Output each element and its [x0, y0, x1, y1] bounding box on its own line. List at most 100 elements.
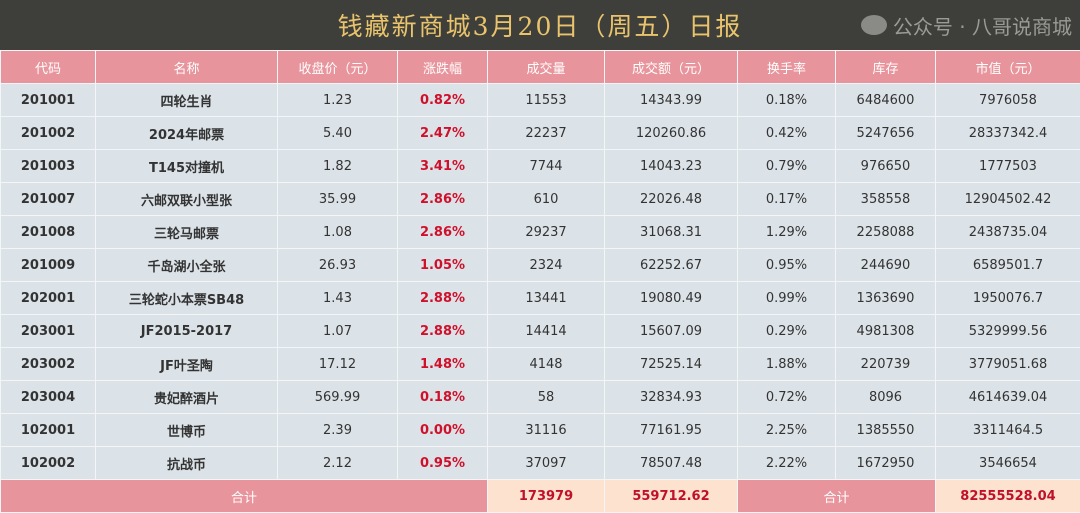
header-row: 代码名称收盘价（元）涨跌幅成交量成交额（元）换手率库存市值（元） — [1, 51, 1080, 84]
cell-volume: 14414 — [488, 315, 605, 348]
cell-market-value: 1777503 — [936, 150, 1080, 183]
cell-name: T145对撞机 — [96, 150, 278, 183]
cell-volume: 37097 — [488, 447, 605, 480]
cell-close-price: 2.39 — [278, 414, 398, 447]
cell-name: 三轮蛇小本票SB48 — [96, 282, 278, 315]
cell-market-value: 3311464.5 — [936, 414, 1080, 447]
cell-market-value: 6589501.7 — [936, 249, 1080, 282]
total-amount: 559712.62 — [605, 480, 738, 513]
cell-amount: 62252.67 — [605, 249, 738, 282]
cell-turnover: 1.29% — [738, 216, 836, 249]
cell-close-price: 26.93 — [278, 249, 398, 282]
column-header-stock: 库存 — [836, 51, 936, 84]
cell-volume: 610 — [488, 183, 605, 216]
cell-market-value: 2438735.04 — [936, 216, 1080, 249]
column-header-volume: 成交量 — [488, 51, 605, 84]
cell-change: 1.48% — [398, 348, 488, 381]
cell-volume: 31116 — [488, 414, 605, 447]
cell-market-value: 12904502.42 — [936, 183, 1080, 216]
cell-name: JF2015-2017 — [96, 315, 278, 348]
cell-market-value: 7976058 — [936, 84, 1080, 117]
cell-volume: 2324 — [488, 249, 605, 282]
cell-code: 201008 — [1, 216, 96, 249]
total-label-2: 合计 — [738, 480, 936, 513]
cell-amount: 32834.93 — [605, 381, 738, 414]
cell-name: 抗战币 — [96, 447, 278, 480]
cell-code: 201003 — [1, 150, 96, 183]
column-header-name: 名称 — [96, 51, 278, 84]
cell-turnover: 0.72% — [738, 381, 836, 414]
cell-turnover: 0.79% — [738, 150, 836, 183]
column-header-change: 涨跌幅 — [398, 51, 488, 84]
cell-change: 0.00% — [398, 414, 488, 447]
cell-code: 102002 — [1, 447, 96, 480]
cell-change: 0.95% — [398, 447, 488, 480]
cell-name: 三轮马邮票 — [96, 216, 278, 249]
cell-stock: 5247656 — [836, 117, 936, 150]
cell-turnover: 0.42% — [738, 117, 836, 150]
cell-code: 201001 — [1, 84, 96, 117]
cell-name: 六邮双联小型张 — [96, 183, 278, 216]
cell-volume: 58 — [488, 381, 605, 414]
cell-market-value: 1950076.7 — [936, 282, 1080, 315]
cell-code: 202001 — [1, 282, 96, 315]
cell-volume: 13441 — [488, 282, 605, 315]
cell-turnover: 2.22% — [738, 447, 836, 480]
cell-close-price: 569.99 — [278, 381, 398, 414]
cell-change: 0.18% — [398, 381, 488, 414]
cell-name: 贵妃醉酒片 — [96, 381, 278, 414]
cell-stock: 1385550 — [836, 414, 936, 447]
cell-code: 203004 — [1, 381, 96, 414]
total-market-value: 82555528.04 — [936, 480, 1080, 513]
cell-amount: 120260.86 — [605, 117, 738, 150]
cell-close-price: 2.12 — [278, 447, 398, 480]
cell-close-price: 1.82 — [278, 150, 398, 183]
cell-market-value: 4614639.04 — [936, 381, 1080, 414]
cell-amount: 78507.48 — [605, 447, 738, 480]
cell-turnover: 2.25% — [738, 414, 836, 447]
cell-market-value: 3546654 — [936, 447, 1080, 480]
cell-amount: 31068.31 — [605, 216, 738, 249]
cell-change: 2.88% — [398, 282, 488, 315]
cell-change: 0.82% — [398, 84, 488, 117]
cell-volume: 7744 — [488, 150, 605, 183]
cell-stock: 4981308 — [836, 315, 936, 348]
cell-stock: 976650 — [836, 150, 936, 183]
column-header-close-price: 收盘价（元） — [278, 51, 398, 84]
cell-close-price: 1.08 — [278, 216, 398, 249]
cell-volume: 29237 — [488, 216, 605, 249]
cell-stock: 8096 — [836, 381, 936, 414]
cell-close-price: 1.43 — [278, 282, 398, 315]
cell-volume: 22237 — [488, 117, 605, 150]
column-header-amount: 成交额（元） — [605, 51, 738, 84]
cell-change: 2.47% — [398, 117, 488, 150]
cell-stock: 220739 — [836, 348, 936, 381]
cell-change: 3.41% — [398, 150, 488, 183]
column-header-market-value: 市值（元） — [936, 51, 1080, 84]
cell-name: 2024年邮票 — [96, 117, 278, 150]
cell-name: JF叶圣陶 — [96, 348, 278, 381]
cell-turnover: 1.88% — [738, 348, 836, 381]
watermark: 公众号 · 八哥说商城 — [861, 9, 1072, 41]
cell-code: 203001 — [1, 315, 96, 348]
cell-change: 2.86% — [398, 216, 488, 249]
column-header-code: 代码 — [1, 51, 96, 84]
cell-volume: 11553 — [488, 84, 605, 117]
cell-amount: 15607.09 — [605, 315, 738, 348]
cell-amount: 14043.23 — [605, 150, 738, 183]
cell-name: 千岛湖小全张 — [96, 249, 278, 282]
cell-amount: 19080.49 — [605, 282, 738, 315]
cell-code: 102001 — [1, 414, 96, 447]
cell-market-value: 3779051.68 — [936, 348, 1080, 381]
cell-close-price: 35.99 — [278, 183, 398, 216]
total-row: 合计 173979 559712.62 合计 82555528.04 — [1, 480, 1080, 513]
